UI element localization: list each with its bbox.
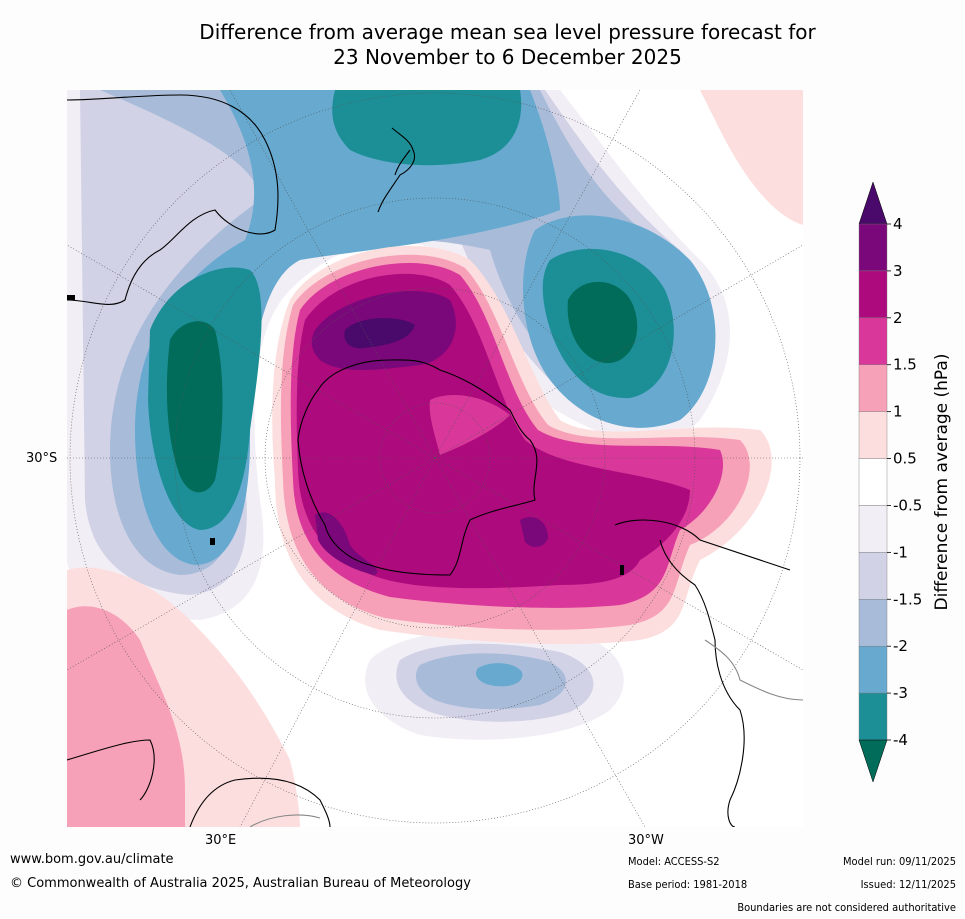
colorbar-extend-high [858,181,888,225]
footer-model-run: Model run: 09/11/2025 [843,855,956,868]
footer-disclaimer: Boundaries are not considered authoritat… [737,901,956,914]
anomaly-low-tasman [67,90,730,620]
islands [67,295,624,575]
coast-australia [67,94,279,305]
colorbar: 4 3 2 1.5 1 0.5 -0.5 -1 -1.5 -2 -3 -4 Difference fro… [858,181,952,783]
colorbar-bin [858,411,888,459]
colorbar-bin [858,692,888,741]
footer-issued: Issued: 12/11/2025 [860,878,956,891]
footer-copyright: © Commonwealth of Australia 2025, Austra… [10,876,471,891]
anomaly-low-south-pacific [523,215,716,428]
anomaly-high-antarctic [272,245,772,645]
colorbar-bin [858,317,888,365]
coast-south-america [614,519,791,827]
colorbar-bin [858,364,888,412]
colorbar-title: Difference from average (hPa) [932,354,952,611]
coast-africa-2 [249,814,321,827]
colorbar-bin [858,458,888,506]
footer-website: www.bom.gov.au/climate [10,852,174,867]
coast-south-america-2 [704,639,803,701]
colorbar-tick-label: -1.5 [893,590,922,608]
coast-new-zealand [377,127,416,213]
anomaly-high-africa [67,567,300,827]
colorbar-tick-label: -1 [893,543,908,561]
colorbar-tick-label: 1 [893,403,903,421]
colorbar-tick-label: 3 [893,262,903,280]
coast-africa [67,739,331,827]
lat-label-30s: 30°S [26,451,58,466]
colorbar-bin [858,552,888,600]
anomaly-low-south-atlantic [365,628,624,740]
footer-base-period: Base period: 1981-2018 [628,878,748,891]
coastlines [67,94,803,827]
coast-antarctica [297,359,538,576]
colorbar-bin [858,270,888,319]
colorbar-tick-label: 4 [893,215,903,233]
footer-model: Model: ACCESS-S2 [628,855,720,868]
lon-label-30e: 30°E [205,833,237,848]
lon-label-30w: 30°W [628,833,664,848]
title-line-1: Difference from average mean sea level p… [199,20,816,44]
colorbar-tick-label: -4 [893,731,908,749]
colorbar-bin [858,599,888,647]
chart-title: Difference from average mean sea level p… [100,20,915,70]
title-line-2: 23 November to 6 December 2025 [333,45,682,69]
anomaly-high-ne-pacific [700,90,803,225]
colorbar-extend-low [858,739,888,783]
colorbar-bin [858,645,888,694]
colorbar-tick-label: 2 [893,309,903,327]
colorbar-bin [858,505,888,553]
colorbar-tick-label: -3 [893,684,908,702]
graticule [67,90,803,827]
colorbar-tick-label: -0.5 [893,496,922,514]
colorbar-bin [858,223,888,272]
colorbar-tick-label: -2 [893,637,908,655]
colorbar-tick-label: 1.5 [893,356,917,374]
pressure-anomaly-map [67,90,803,827]
colorbar-tick-label: 0.5 [893,450,917,468]
